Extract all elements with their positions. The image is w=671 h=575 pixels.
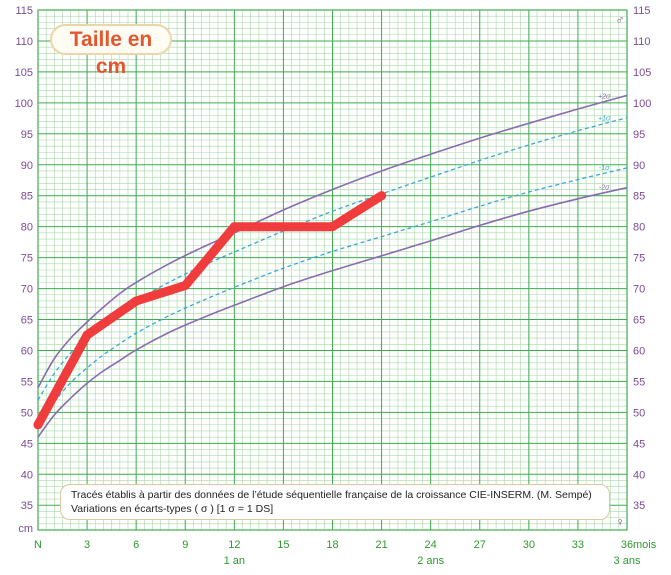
curve-label: +1σ [598, 116, 611, 123]
child-height-point [180, 280, 190, 290]
child-height-point [229, 222, 239, 232]
y-tick-label-right: 60 [633, 345, 645, 357]
y-tick-label-right: 70 [633, 284, 645, 296]
y-tick-label-left: 35 [21, 500, 33, 512]
y-tick-label-right: 95 [633, 129, 645, 141]
reference-curve-3 [37, 167, 628, 426]
y-tick-label-left: 55 [21, 376, 33, 388]
child-height-point [131, 296, 141, 306]
x-tick-label: 3 [84, 539, 90, 551]
curve-label: -2σ [599, 185, 610, 192]
female-symbol: ♀ [616, 515, 625, 529]
y-tick-label-left: 80 [21, 222, 33, 234]
y-tick-label-left: 60 [21, 345, 33, 357]
y-tick-label-right: 85 [633, 191, 645, 203]
reference-curve-4 [37, 186, 628, 438]
y-tick-label-right: 50 [633, 407, 645, 419]
x-unit-label: mois [633, 539, 657, 551]
y-tick-label-right: 80 [633, 222, 645, 234]
y-tick-label-left: 50 [21, 407, 33, 419]
y-tick-label-left: 40 [21, 469, 33, 481]
y-tick-label-right: 45 [633, 438, 645, 450]
x-tick-label: 6 [133, 539, 139, 551]
x-tick-label: 30 [523, 539, 535, 551]
source-note: Tracés établis à partir des données de l… [60, 484, 610, 520]
curve-label: -1σ [599, 165, 610, 172]
source-note-line-1: Tracés établis à partir des données de l… [71, 489, 592, 501]
source-note-line-2: Variations en écarts-types ( σ ) [1 σ = … [71, 503, 274, 515]
y-tick-label-left: 110 [15, 36, 33, 48]
y-tick-label-right: 105 [633, 67, 651, 79]
x-tick-label: N [34, 539, 42, 551]
y-tick-label-right: 35 [633, 500, 645, 512]
child-height-point [33, 420, 43, 430]
y-tick-label-right: 90 [633, 160, 645, 172]
child-height-point [82, 330, 92, 340]
y-unit-label: cm [18, 523, 33, 535]
child-height-point [377, 191, 387, 201]
y-tick-label-right: 75 [633, 253, 645, 265]
x-tick-label: 9 [182, 539, 188, 551]
y-tick-label-left: 70 [21, 284, 33, 296]
y-tick-label-left: 85 [21, 191, 33, 203]
x-tick-label: 12 [228, 539, 240, 551]
y-tick-label-left: 75 [21, 253, 33, 265]
curve-label: +2σ [598, 94, 611, 101]
y-tick-label-right: 55 [633, 376, 645, 388]
x-tick-label: 27 [474, 539, 486, 551]
y-tick-label-right: 100 [633, 98, 651, 110]
x-tick-label: 36 [621, 539, 633, 551]
child-height-point [328, 222, 337, 232]
y-tick-label-left: 65 [21, 315, 33, 327]
x-sub-label: 2 ans [417, 555, 444, 567]
x-tick-label: 24 [425, 539, 437, 551]
y-tick-label-right: 65 [633, 315, 645, 327]
x-tick-label: 21 [375, 539, 387, 551]
y-tick-label-left: 105 [15, 67, 33, 79]
x-tick-label: 15 [277, 539, 289, 551]
y-tick-label-left: 45 [21, 438, 33, 450]
chart-title: Taille en cm [50, 24, 172, 78]
y-tick-label-left: 100 [15, 98, 33, 110]
y-tick-label-left: 115 [15, 5, 33, 17]
x-sub-label: 3 ans [614, 555, 641, 567]
x-tick-label: 33 [572, 539, 584, 551]
x-tick-label: 18 [326, 539, 338, 551]
x-sub-label: 1 an [224, 555, 245, 567]
plot-frame [37, 9, 628, 531]
y-tick-label-right: 40 [633, 469, 645, 481]
y-tick-label-left: 95 [21, 129, 33, 141]
male-symbol: ♂ [616, 13, 625, 27]
y-tick-label-right: 110 [633, 36, 651, 48]
y-tick-label-left: 90 [21, 160, 33, 172]
y-tick-label-right: 115 [633, 5, 651, 17]
